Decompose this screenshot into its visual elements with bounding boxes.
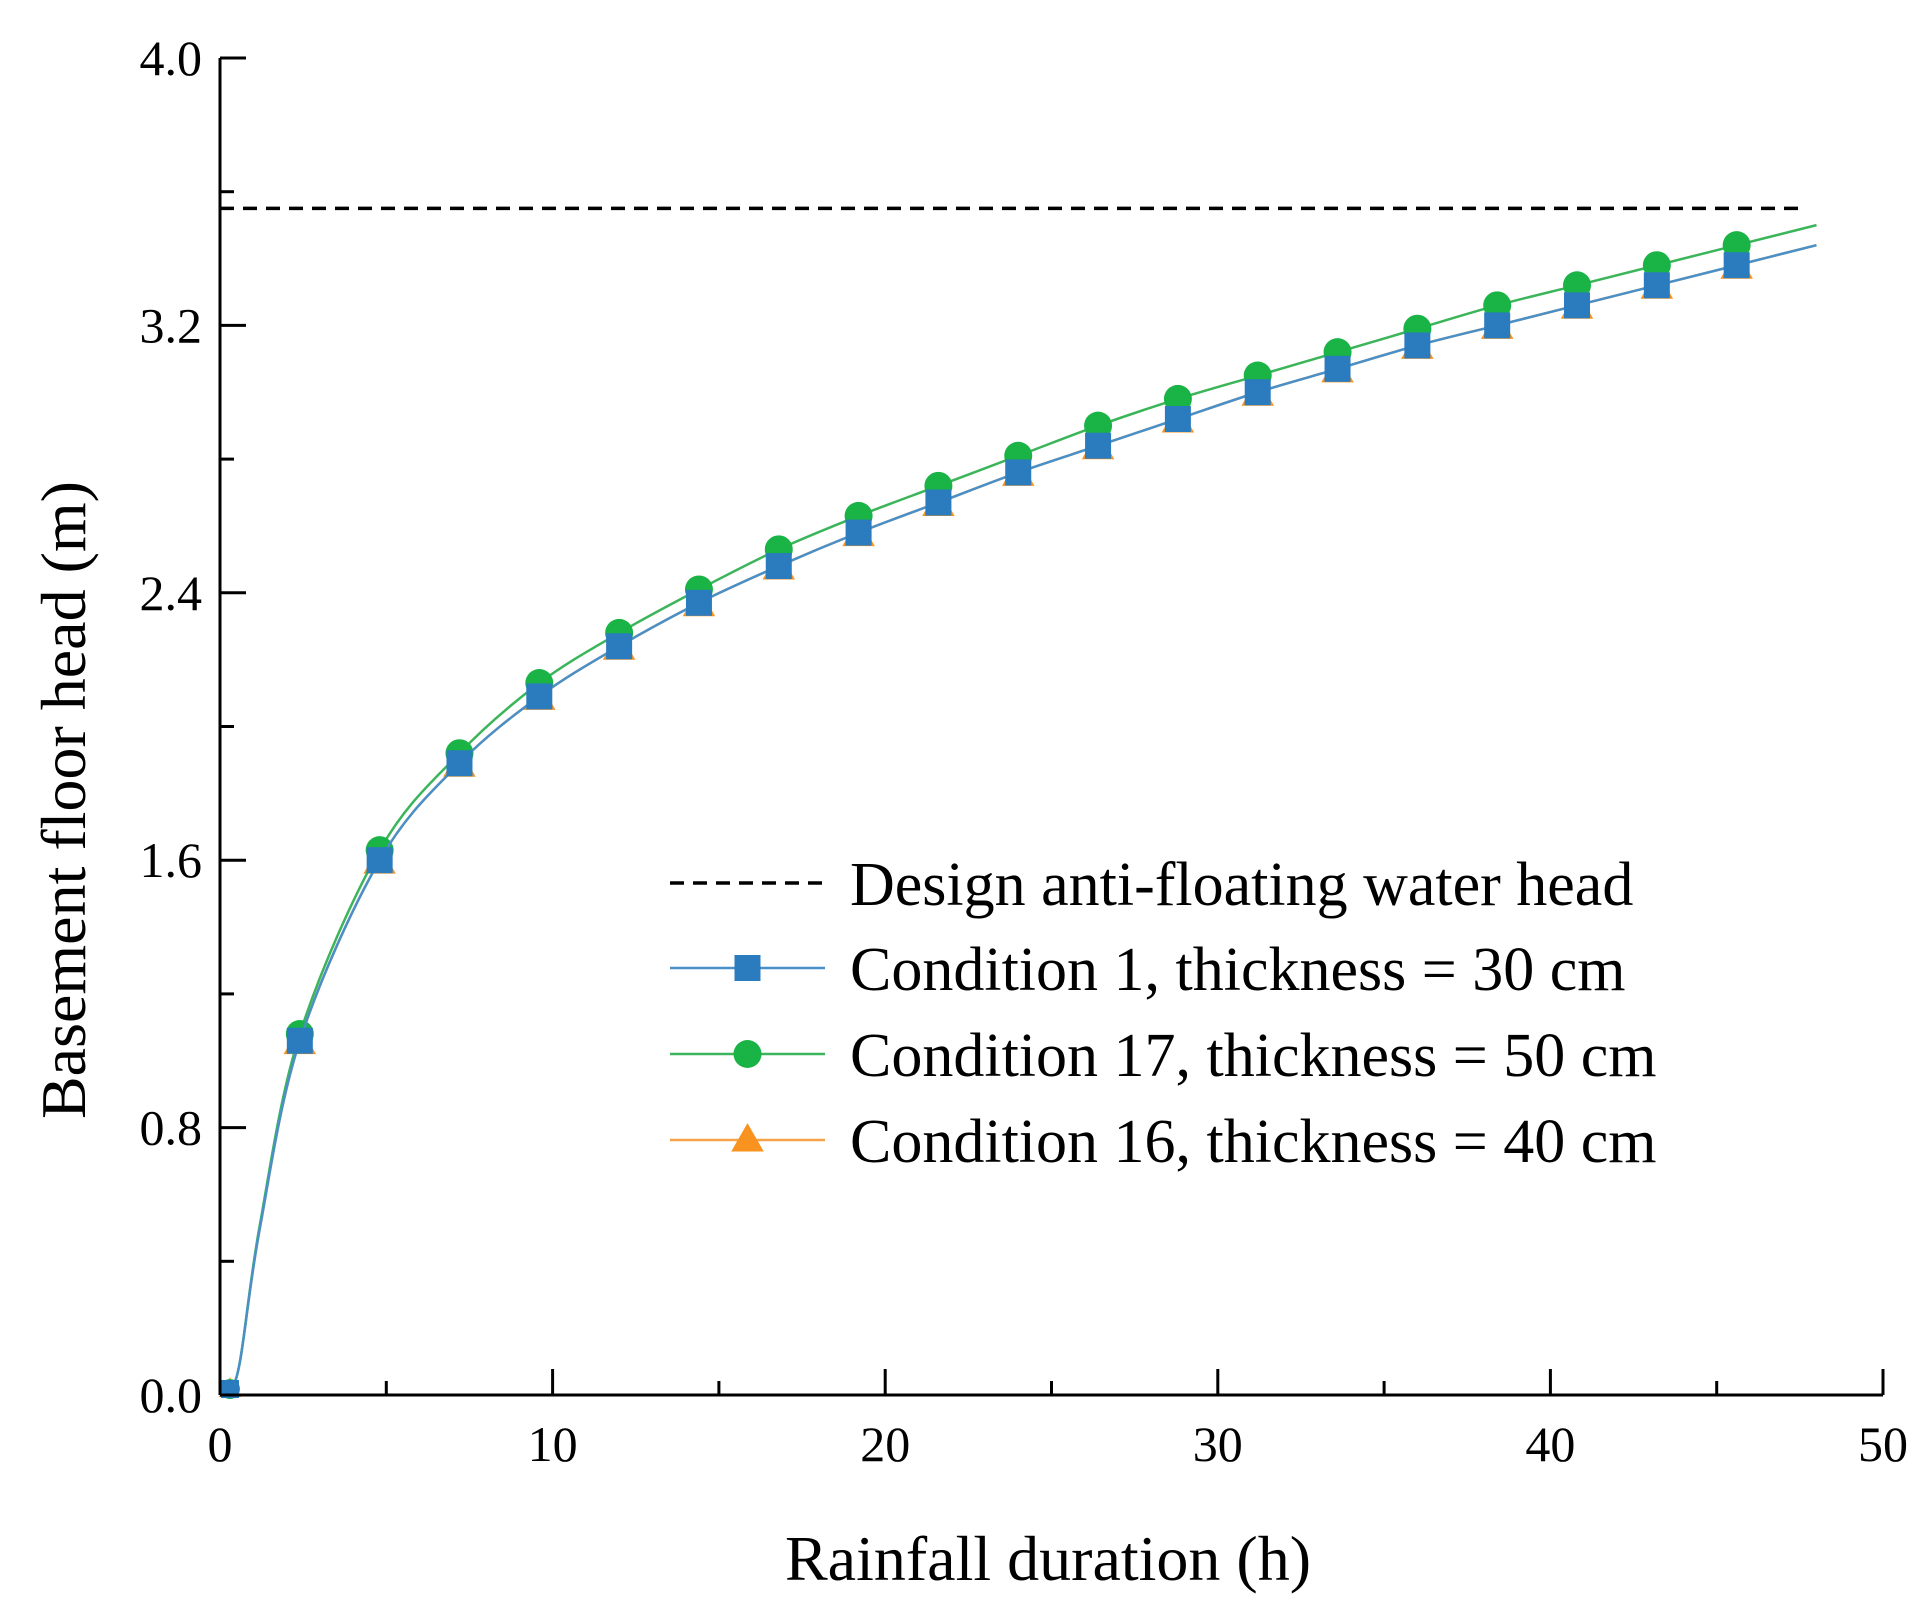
x-axis-label: Rainfall duration (h) xyxy=(785,1523,1311,1594)
legend-swatch-marker xyxy=(733,1040,762,1068)
legend-label: Condition 17, thickness = 50 cm xyxy=(850,1022,1656,1090)
data-point xyxy=(606,633,633,660)
data-point xyxy=(1722,231,1751,260)
data-point xyxy=(1564,292,1591,319)
data-point xyxy=(1084,411,1113,440)
x-tick-label: 40 xyxy=(1525,1416,1575,1472)
data-point xyxy=(1164,405,1191,432)
legend-swatch-marker xyxy=(731,1123,764,1152)
legend-label: Condition 16, thickness = 40 cm xyxy=(850,1108,1656,1176)
data-point xyxy=(1404,332,1431,359)
x-tick-label: 30 xyxy=(1193,1416,1243,1472)
data-point xyxy=(685,589,712,616)
y-tick-label: 0.8 xyxy=(140,1100,203,1156)
x-tick-label: 20 xyxy=(860,1416,910,1472)
data-point xyxy=(1163,384,1192,413)
series-1 xyxy=(219,243,1817,1398)
axes-layer: 0 10 20 30 40 50 0.0 0.8 1.6 2.4 3.2 4.0 xyxy=(140,30,1909,1472)
x-tick-label: 50 xyxy=(1858,1416,1908,1472)
data-point xyxy=(925,489,952,516)
legend-entry: Condition 17, thickness = 50 cm xyxy=(670,1022,1656,1090)
data-point xyxy=(366,847,393,874)
y-tick-label: 0.0 xyxy=(140,1367,203,1423)
x-tick-label: 0 xyxy=(208,1416,233,1472)
data-point xyxy=(526,683,553,710)
series-line xyxy=(219,223,1817,1397)
data-point xyxy=(1244,379,1271,406)
series-2 xyxy=(219,223,1817,1399)
legend-entry: Condition 16, thickness = 40 cm xyxy=(670,1108,1656,1176)
x-tick-label: 10 xyxy=(528,1416,578,1472)
data-point xyxy=(765,553,792,580)
data-point xyxy=(1085,432,1112,459)
legend: Design anti-floating water head Condition… xyxy=(670,851,1656,1176)
series-line xyxy=(219,243,1817,1397)
data-point xyxy=(1643,272,1670,299)
data-point xyxy=(1005,459,1032,486)
series-layer xyxy=(218,223,1817,1399)
data-point xyxy=(1324,355,1351,382)
data-point xyxy=(845,519,872,546)
data-point xyxy=(1483,291,1512,320)
data-point xyxy=(1723,252,1750,279)
legend-label: Design anti-floating water head xyxy=(850,851,1633,919)
y-tick-label: 4.0 xyxy=(140,30,203,86)
data-point xyxy=(1563,271,1592,300)
legend-entry: Condition 1, thickness = 30 cm xyxy=(670,936,1625,1004)
data-point xyxy=(1484,312,1511,339)
y-axis-label: Basement floor head (m) xyxy=(28,481,99,1119)
y-tick-label: 1.6 xyxy=(140,832,203,888)
data-point xyxy=(286,1027,313,1054)
data-point xyxy=(446,750,473,777)
legend-label: Condition 1, thickness = 30 cm xyxy=(850,936,1625,1004)
y-tick-label: 2.4 xyxy=(140,565,203,621)
y-tick-label: 3.2 xyxy=(140,297,203,353)
legend-entry: Design anti-floating water head xyxy=(670,851,1633,919)
series-3 xyxy=(218,243,1817,1397)
series-line xyxy=(219,243,1817,1397)
data-point xyxy=(1642,251,1671,280)
legend-swatch-marker xyxy=(734,955,761,981)
